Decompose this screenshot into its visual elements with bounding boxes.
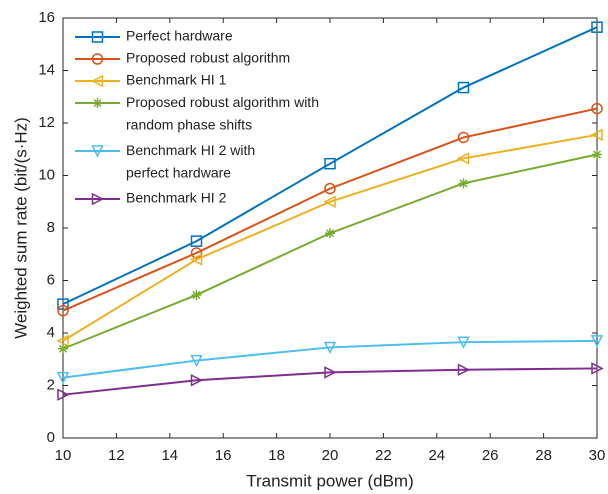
marker [92, 98, 103, 108]
y-tick-label: 10 [38, 166, 55, 183]
marker [91, 145, 104, 158]
marker [456, 152, 470, 165]
marker [57, 304, 69, 317]
x-tick-label: 26 [482, 447, 499, 464]
marker [591, 362, 604, 375]
marker [191, 289, 202, 300]
marker [325, 228, 335, 239]
series-line [62, 133, 598, 342]
marker [190, 354, 203, 368]
marker [457, 363, 471, 376]
x-tick-label: 22 [375, 447, 392, 464]
marker [91, 31, 104, 43]
marker [591, 21, 603, 33]
y-tick-label: 4 [47, 324, 55, 341]
marker [592, 149, 602, 160]
marker [58, 343, 68, 354]
legend-label: Proposed robust algorithm with random pha… [126, 94, 319, 132]
x-axis-label: Transmit power (dBm) [246, 471, 414, 490]
marker [590, 335, 604, 348]
legend-label: Benchmark HI 1 [126, 72, 227, 88]
x-tick-label: 28 [535, 447, 552, 464]
y-tick-label: 0 [47, 429, 55, 446]
marker [189, 253, 203, 266]
series-line [62, 107, 598, 312]
marker [324, 157, 336, 170]
x-tick-label: 14 [161, 447, 178, 464]
y-tick-label: 6 [47, 271, 55, 288]
series-line [62, 367, 598, 396]
marker [91, 53, 104, 65]
y-tick-label: 14 [38, 61, 55, 78]
series-line [62, 339, 598, 379]
marker [323, 195, 336, 208]
marker [190, 374, 204, 387]
x-tick-label: 18 [268, 447, 285, 464]
marker [458, 178, 469, 189]
legend-label: Benchmark HI 2 with perfect hardware [126, 142, 255, 180]
x-tick-label: 30 [589, 447, 606, 464]
marker [56, 334, 69, 348]
y-tick-label: 2 [47, 376, 55, 393]
x-tick-label: 24 [428, 447, 445, 464]
x-tick-label: 12 [108, 447, 125, 464]
marker [57, 298, 69, 310]
marker [457, 131, 470, 144]
marker [324, 182, 336, 195]
marker [457, 336, 470, 349]
marker [57, 388, 70, 401]
marker [591, 102, 603, 115]
marker [91, 192, 105, 206]
y-tick-label: 8 [47, 219, 55, 236]
marker [190, 247, 203, 259]
marker [190, 235, 203, 247]
marker [590, 128, 603, 142]
y-tick-label: 12 [38, 114, 55, 131]
x-tick-label: 20 [322, 447, 339, 464]
marker [324, 366, 337, 379]
legend-label: Perfect hardware [126, 28, 233, 44]
y-axis-label: Weighted sum rate (bit/(s·Hz) [11, 117, 30, 339]
x-tick-label: 10 [55, 447, 72, 464]
x-tick-label: 16 [215, 447, 232, 464]
legend-label: Benchmark HI 2 [126, 190, 227, 206]
legend-label: Proposed robust algorithm [126, 50, 290, 66]
series-line [62, 26, 598, 306]
marker [90, 74, 104, 88]
y-tick-label: 16 [38, 9, 55, 26]
marker [457, 81, 470, 94]
marker [323, 341, 337, 355]
marker [56, 371, 70, 385]
